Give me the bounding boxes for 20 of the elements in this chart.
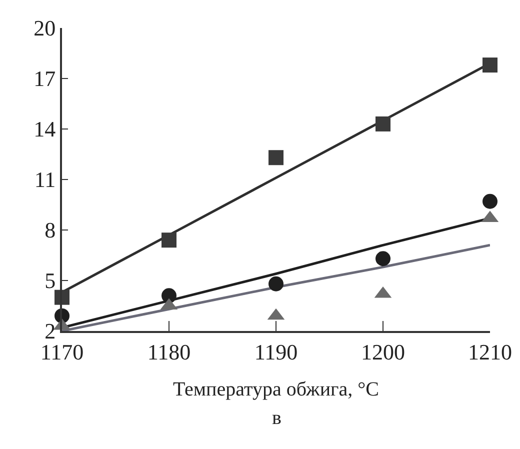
y-tick-label: 17 <box>34 66 56 92</box>
point <box>162 288 176 304</box>
point <box>268 276 284 292</box>
x-axis-title: Температура обжига, °C <box>173 378 379 400</box>
y-tick-label: 5 <box>44 268 56 294</box>
y-tick-label: 20 <box>34 16 56 41</box>
point <box>376 116 390 132</box>
point <box>482 58 498 73</box>
y-tick-label: 14 <box>34 116 56 142</box>
point <box>482 194 498 209</box>
x-tick-label: 1200 <box>361 339 405 364</box>
x-tick-label: 1190 <box>254 339 298 364</box>
point <box>376 251 390 266</box>
text: в <box>272 407 282 429</box>
y-tick-label: 8 <box>44 218 56 243</box>
y-tick-label: 11 <box>34 167 56 192</box>
point <box>268 150 284 166</box>
point <box>162 232 176 248</box>
x-tick-label: 1180 <box>147 339 191 364</box>
x-tick-label: 1210 <box>468 339 512 364</box>
